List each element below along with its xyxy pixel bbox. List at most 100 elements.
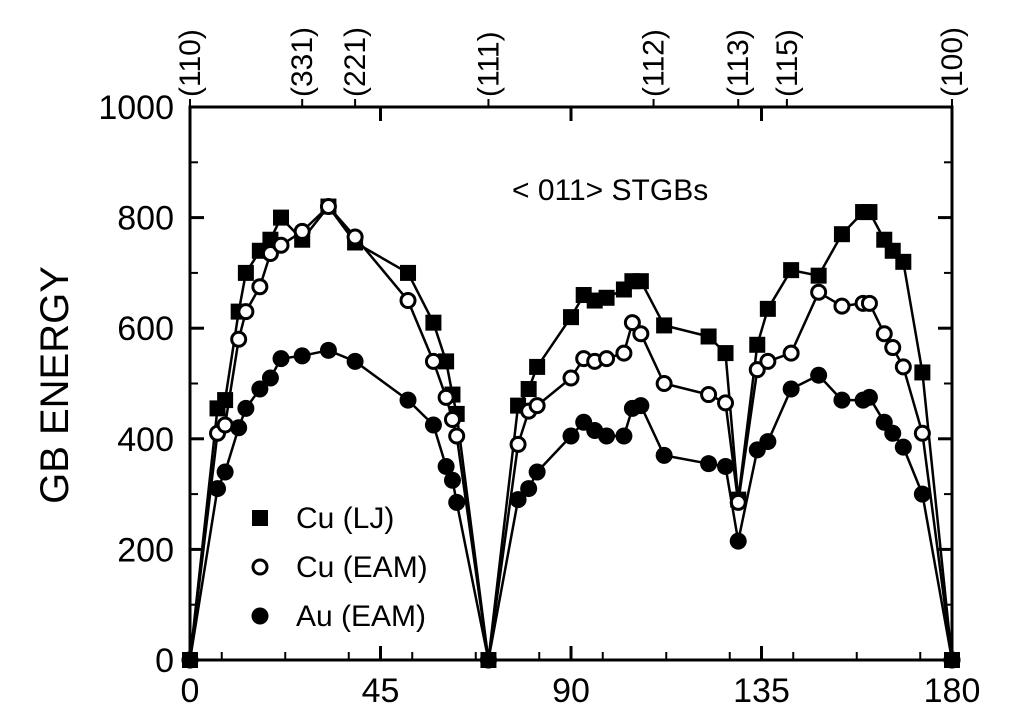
data-point [528,463,546,481]
data-point [914,364,931,381]
data-point [833,297,851,315]
series-cu-eam [181,198,961,669]
data-point [251,607,269,625]
series-cu-lj [182,198,960,668]
data-point [655,375,673,392]
axis-ticks: 0 45 90 135 180 0 200 400 600 800 1000 [98,89,980,710]
data-point [216,416,234,434]
data-point [782,380,800,398]
data-point [319,198,337,216]
top-axis-label: (113) [722,29,755,97]
data-point [272,350,290,368]
y-tick-label: 1000 [98,89,174,127]
data-point [272,236,290,254]
y-tick-label: 600 [117,310,174,348]
legend-label: Cu (EAM) [296,551,428,584]
data-point [632,273,649,290]
data-point [424,352,442,370]
data-point [717,394,735,412]
data-point [237,399,255,417]
data-point [894,438,912,456]
legend-item: Cu (LJ) [252,502,394,535]
data-point [443,471,461,489]
data-point [943,651,961,669]
top-axis-label: (112) [638,29,671,97]
data-point [833,391,851,409]
data-point [729,532,747,550]
data-point [438,353,455,370]
data-point [424,416,442,434]
legend: Cu (LJ) Cu (EAM) Au (EAM) [251,502,428,633]
data-point [251,278,269,296]
data-point [598,427,616,445]
data-point [632,397,650,415]
legend-item: Au (EAM) [251,600,426,633]
data-point [759,433,777,451]
data-point [230,330,248,348]
data-point [655,446,673,464]
data-point [598,289,615,306]
data-point [749,336,766,353]
data-point [615,344,633,362]
data-point [509,435,527,453]
data-point [509,491,527,509]
data-point [860,388,878,406]
data-point [759,352,777,370]
data-point [860,294,878,312]
data-point [913,485,931,503]
data-point [237,303,255,321]
data-point [700,386,718,404]
data-point [717,457,735,475]
data-point [251,558,269,576]
data-point [833,226,850,243]
x-tick-label: 45 [362,672,400,710]
data-point [748,361,766,379]
data-point [346,352,364,370]
data-point [623,314,641,332]
data-point [252,510,268,526]
y-tick-label: 400 [117,421,174,459]
data-point [810,366,828,384]
data-point [216,463,234,481]
data-point [520,480,538,498]
data-point [884,339,902,357]
data-point [895,253,912,270]
data-point [615,427,633,445]
data-point [782,344,800,362]
data-point [632,325,650,343]
chart-annotation: < 011> STGBs [512,174,708,207]
data-point [230,419,248,437]
data-point [562,427,580,445]
series-au-eam [181,341,961,669]
data-point [448,493,466,511]
data-point [346,228,364,246]
top-axis-label: (115) [771,29,804,97]
top-axis-label: (110) [174,29,207,97]
y-axis-title: GB ENERGY [33,266,77,504]
data-point [261,369,279,387]
data-point [293,347,311,365]
x-tick-label: 0 [181,672,200,710]
top-axis-label: (221) [339,27,372,97]
data-point [529,358,546,375]
data-point [875,325,893,343]
x-tick-label: 90 [552,672,590,710]
legend-item: Cu (EAM) [251,551,428,584]
data-point [520,381,537,398]
data-point [783,262,800,279]
legend-label: Cu (LJ) [296,502,394,535]
top-axis-label: (100) [936,27,969,97]
data-point [293,222,311,240]
data-point [810,283,828,301]
y-tick-label: 200 [117,531,174,569]
data-point [437,388,455,406]
data-point [894,358,912,376]
y-tick-label: 0 [155,642,174,680]
data-point [181,651,199,669]
data-point [448,427,466,445]
data-point [717,345,734,362]
data-point [425,314,442,331]
data-point [261,245,279,263]
data-point [884,424,902,442]
